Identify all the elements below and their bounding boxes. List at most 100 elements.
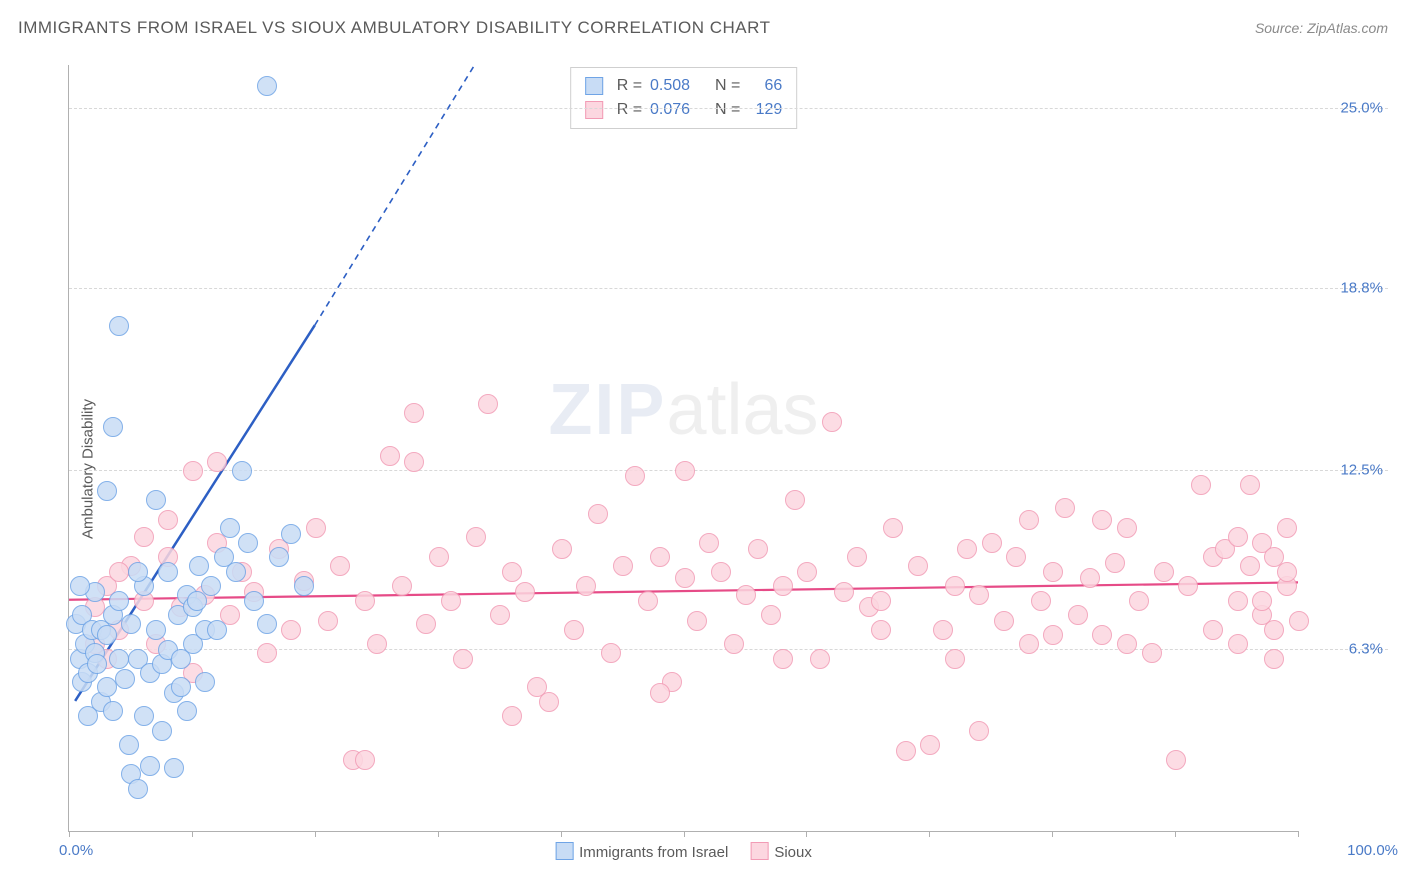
scatter-point — [207, 620, 227, 640]
x-tick — [929, 831, 930, 837]
scatter-point — [957, 539, 977, 559]
scatter-point — [177, 701, 197, 721]
scatter-point — [187, 591, 207, 611]
swatch-series-0 — [585, 77, 603, 95]
source-prefix: Source: — [1255, 20, 1307, 36]
scatter-point — [675, 568, 695, 588]
scatter-point — [1277, 562, 1297, 582]
y-tick-label: 6.3% — [1349, 640, 1383, 657]
scatter-point — [871, 591, 891, 611]
r-value-0: 0.508 — [650, 74, 690, 98]
legend-item-1: Sioux — [750, 842, 812, 861]
scatter-point — [969, 721, 989, 741]
scatter-point — [748, 539, 768, 559]
scatter-point — [896, 741, 916, 761]
scatter-point — [736, 585, 756, 605]
scatter-point — [1117, 634, 1137, 654]
scatter-point — [269, 547, 289, 567]
scatter-point — [1043, 625, 1063, 645]
scatter-point — [1006, 547, 1026, 567]
scatter-point — [1264, 649, 1284, 669]
scatter-point — [330, 556, 350, 576]
scatter-point — [134, 706, 154, 726]
scatter-point — [502, 562, 522, 582]
scatter-point — [158, 510, 178, 530]
scatter-point — [933, 620, 953, 640]
scatter-point — [318, 611, 338, 631]
scatter-point — [1105, 553, 1125, 573]
scatter-point — [103, 417, 123, 437]
swatch-series-1 — [585, 101, 603, 119]
r-value-1: 0.076 — [650, 98, 690, 122]
scatter-point — [226, 562, 246, 582]
scatter-point — [613, 556, 633, 576]
scatter-point — [232, 461, 252, 481]
scatter-point — [982, 533, 1002, 553]
scatter-point — [70, 576, 90, 596]
scatter-point — [908, 556, 928, 576]
scatter-point — [134, 527, 154, 547]
scatter-point — [257, 614, 277, 634]
scatter-point — [306, 518, 326, 538]
scatter-point — [171, 677, 191, 697]
stats-row-series-1: R = 0.076 N = 129 — [585, 98, 783, 122]
scatter-point — [146, 490, 166, 510]
scatter-point — [103, 701, 123, 721]
y-tick-label: 18.8% — [1340, 279, 1383, 296]
scatter-point — [724, 634, 744, 654]
scatter-point — [625, 466, 645, 486]
x-tick — [315, 831, 316, 837]
scatter-point — [1142, 643, 1162, 663]
scatter-point — [380, 446, 400, 466]
scatter-point — [773, 649, 793, 669]
chart-container: Ambulatory Disability ZIPatlas R = 0.508… — [18, 55, 1388, 882]
scatter-point — [244, 591, 264, 611]
chart-header: IMMIGRANTS FROM ISRAEL VS SIOUX AMBULATO… — [18, 18, 1388, 38]
scatter-point — [650, 683, 670, 703]
scatter-point — [1240, 556, 1260, 576]
scatter-point — [294, 576, 314, 596]
scatter-point — [1240, 475, 1260, 495]
scatter-point — [441, 591, 461, 611]
scatter-point — [822, 412, 842, 432]
watermark: ZIPatlas — [548, 369, 818, 451]
scatter-point — [1289, 611, 1309, 631]
scatter-point — [1055, 498, 1075, 518]
legend-label-0: Immigrants from Israel — [579, 844, 728, 861]
scatter-point — [1080, 568, 1100, 588]
scatter-point — [552, 539, 572, 559]
scatter-point — [109, 591, 129, 611]
scatter-point — [201, 576, 221, 596]
source-attribution: Source: ZipAtlas.com — [1255, 20, 1388, 36]
scatter-point — [152, 721, 172, 741]
gridline — [69, 108, 1388, 109]
scatter-point — [121, 614, 141, 634]
y-tick-label: 12.5% — [1340, 461, 1383, 478]
scatter-point — [588, 504, 608, 524]
scatter-point — [429, 547, 449, 567]
scatter-point — [1154, 562, 1174, 582]
scatter-point — [539, 692, 559, 712]
scatter-point — [478, 394, 498, 414]
scatter-point — [281, 620, 301, 640]
x-tick — [1052, 831, 1053, 837]
scatter-point — [257, 76, 277, 96]
scatter-point — [1178, 576, 1198, 596]
scatter-point — [601, 643, 621, 663]
scatter-point — [1092, 625, 1112, 645]
stats-row-series-0: R = 0.508 N = 66 — [585, 74, 783, 98]
scatter-point — [1068, 605, 1088, 625]
scatter-point — [1031, 591, 1051, 611]
scatter-point — [1117, 518, 1137, 538]
scatter-point — [1191, 475, 1211, 495]
scatter-point — [1203, 620, 1223, 640]
scatter-point — [140, 756, 160, 776]
scatter-point — [466, 527, 486, 547]
source-name: ZipAtlas.com — [1307, 20, 1388, 36]
plot-area: ZIPatlas R = 0.508 N = 66 R = 0.076 N = … — [68, 65, 1298, 832]
x-tick — [438, 831, 439, 837]
scatter-point — [238, 533, 258, 553]
chart-title: IMMIGRANTS FROM ISRAEL VS SIOUX AMBULATO… — [18, 18, 770, 38]
scatter-point — [1228, 634, 1248, 654]
scatter-point — [1019, 510, 1039, 530]
